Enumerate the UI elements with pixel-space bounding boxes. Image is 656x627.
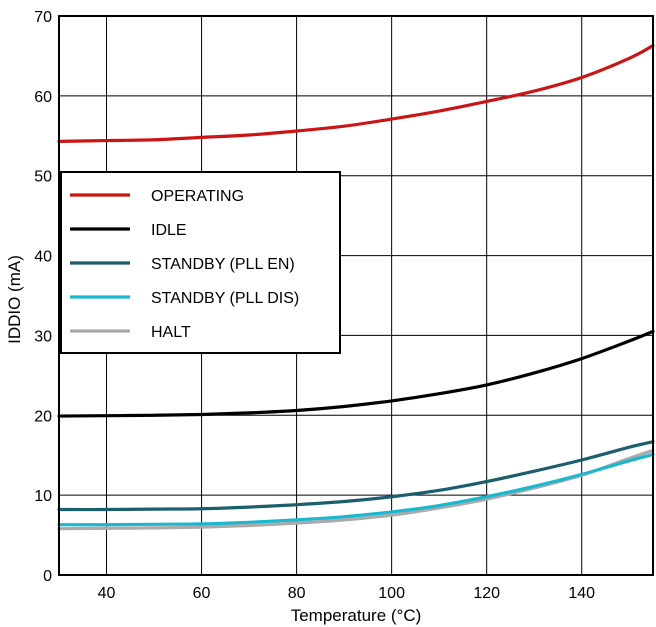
y-tick-labels: 0 10 20 30 40 50 60 70 [34,9,52,585]
y-axis-label: IDDIO (mA) [5,255,24,344]
series-line-standby-pll-dis [57,452,655,527]
series-line-operating [57,43,655,143]
y-tick-label: 50 [34,169,52,186]
plot-border [58,15,654,576]
x-tick-labels: 40 60 80 100 120 140 [98,585,596,602]
x-tick-label: 80 [288,585,306,602]
y-tick-label: 10 [34,488,52,505]
legend-label-standby-pll-dis: STANDBY (PLL DIS) [151,290,299,307]
series-line-standby-pll-en [57,440,655,512]
y-tick-label: 30 [34,328,52,345]
x-tick-label: 40 [98,585,116,602]
legend-label-idle: IDLE [151,222,187,239]
y-tick-label: 0 [43,568,52,585]
y-tick-label: 70 [34,9,52,26]
legend-label-standby-pll-en: STANDBY (PLL EN) [151,256,295,273]
x-axis-label: Temperature (°C) [291,606,422,625]
legend-items: OPERATING IDLE STANDBY (PLL EN) STANDBY (PL… [70,188,299,341]
series-line-idle [57,329,655,418]
legend: OPERATING IDLE STANDBY (PLL EN) STANDBY (PL… [60,171,341,354]
x-tick-label: 100 [378,585,405,602]
x-tick-label: 140 [568,585,595,602]
y-tick-label: 40 [34,249,52,266]
x-tick-label: 60 [193,585,211,602]
series-lines [57,43,655,531]
y-tick-label: 20 [34,408,52,425]
legend-label-operating: OPERATING [151,188,244,205]
legend-label-halt: HALT [151,324,191,341]
x-tick-label: 120 [473,585,500,602]
y-tick-label: 60 [34,89,52,106]
